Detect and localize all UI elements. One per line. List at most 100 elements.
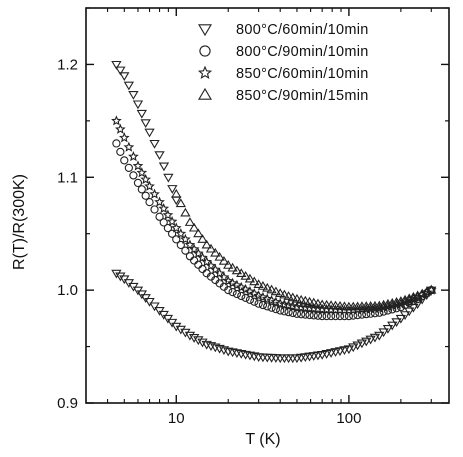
data-point xyxy=(228,287,237,297)
data-point xyxy=(301,310,310,319)
data-layer xyxy=(111,60,437,364)
data-point xyxy=(184,331,196,341)
data-point xyxy=(128,91,139,100)
data-point xyxy=(408,303,419,313)
data-point xyxy=(150,205,159,214)
data-point xyxy=(149,139,160,149)
data-point xyxy=(170,222,182,233)
data-point xyxy=(267,303,276,312)
data-point xyxy=(412,290,423,300)
data-point xyxy=(399,311,411,320)
data-point xyxy=(167,229,177,238)
data-point xyxy=(263,302,272,311)
data-point xyxy=(185,252,195,261)
data-point xyxy=(218,255,230,265)
data-point xyxy=(111,60,122,70)
data-point xyxy=(253,279,264,288)
data-point xyxy=(172,235,181,244)
legend-label: 850°C/60min/10min xyxy=(236,66,369,82)
data-point xyxy=(248,288,260,299)
data-point xyxy=(391,318,402,328)
data-point xyxy=(140,119,151,129)
data-point xyxy=(155,212,164,221)
data-point xyxy=(205,260,217,271)
legend-marker xyxy=(198,87,212,100)
data-point xyxy=(250,297,259,306)
data-point xyxy=(421,291,432,300)
data-point xyxy=(144,180,155,191)
data-point xyxy=(284,308,293,317)
data-point xyxy=(144,128,155,138)
data-point xyxy=(305,310,314,320)
data-point xyxy=(184,239,196,250)
data-point xyxy=(194,260,203,269)
y-tick-label: 1.2 xyxy=(57,56,78,73)
data-point xyxy=(237,291,246,301)
data-point xyxy=(417,295,428,305)
data-point xyxy=(318,311,327,321)
data-point xyxy=(309,311,318,320)
data-point xyxy=(257,281,269,290)
data-point xyxy=(149,188,160,199)
data-point xyxy=(343,345,355,355)
data-point xyxy=(171,188,182,198)
legend-marker xyxy=(199,45,211,57)
data-point xyxy=(408,291,419,301)
data-point xyxy=(395,314,407,324)
data-point xyxy=(123,81,135,91)
data-point xyxy=(387,321,398,331)
data-point xyxy=(275,288,286,298)
data-point xyxy=(236,268,247,278)
data-point xyxy=(404,293,415,303)
legend-label: 850°C/90min/15min xyxy=(236,88,369,104)
y-tick-label: 0.9 xyxy=(57,395,78,412)
data-point xyxy=(129,171,138,180)
data-point xyxy=(395,296,407,305)
data-point xyxy=(184,217,196,226)
data-point xyxy=(270,286,282,296)
data-point xyxy=(201,239,212,249)
data-point xyxy=(119,72,130,81)
data-point xyxy=(231,265,243,275)
data-point xyxy=(218,271,230,282)
data-point xyxy=(132,100,144,110)
data-point xyxy=(244,285,256,297)
data-point xyxy=(163,223,173,233)
data-point xyxy=(115,272,126,282)
data-point xyxy=(176,240,185,250)
axes-layer: 0.9 1.0 1.1 1.2 10 100 xyxy=(57,7,449,427)
data-point xyxy=(232,289,242,299)
data-point xyxy=(361,337,372,347)
data-point xyxy=(325,349,337,358)
data-point xyxy=(313,311,323,320)
data-point xyxy=(244,273,256,283)
data-point xyxy=(136,167,148,178)
data-point xyxy=(123,141,135,152)
data-point xyxy=(240,270,251,280)
data-point xyxy=(175,198,186,208)
data-point xyxy=(241,293,250,303)
data-point xyxy=(292,309,302,318)
y-axis-label: R(T)/R(300K) xyxy=(11,174,28,270)
legend-marker xyxy=(198,24,212,37)
data-point xyxy=(166,215,178,227)
data-point xyxy=(144,297,155,307)
data-point xyxy=(249,276,260,286)
legend-label: 800°C/90min/10min xyxy=(236,44,369,60)
data-point xyxy=(145,197,154,207)
data-point xyxy=(205,243,217,253)
series-star-2 xyxy=(111,115,437,316)
data-point xyxy=(209,263,221,275)
data-point xyxy=(115,66,126,76)
data-point xyxy=(116,147,125,157)
data-point xyxy=(266,294,277,306)
data-point xyxy=(352,341,363,351)
data-point xyxy=(190,256,199,265)
data-point xyxy=(222,275,234,286)
data-point xyxy=(270,296,282,307)
data-point xyxy=(412,300,423,309)
data-point xyxy=(280,307,289,316)
data-point xyxy=(136,109,147,119)
data-point xyxy=(180,233,191,244)
